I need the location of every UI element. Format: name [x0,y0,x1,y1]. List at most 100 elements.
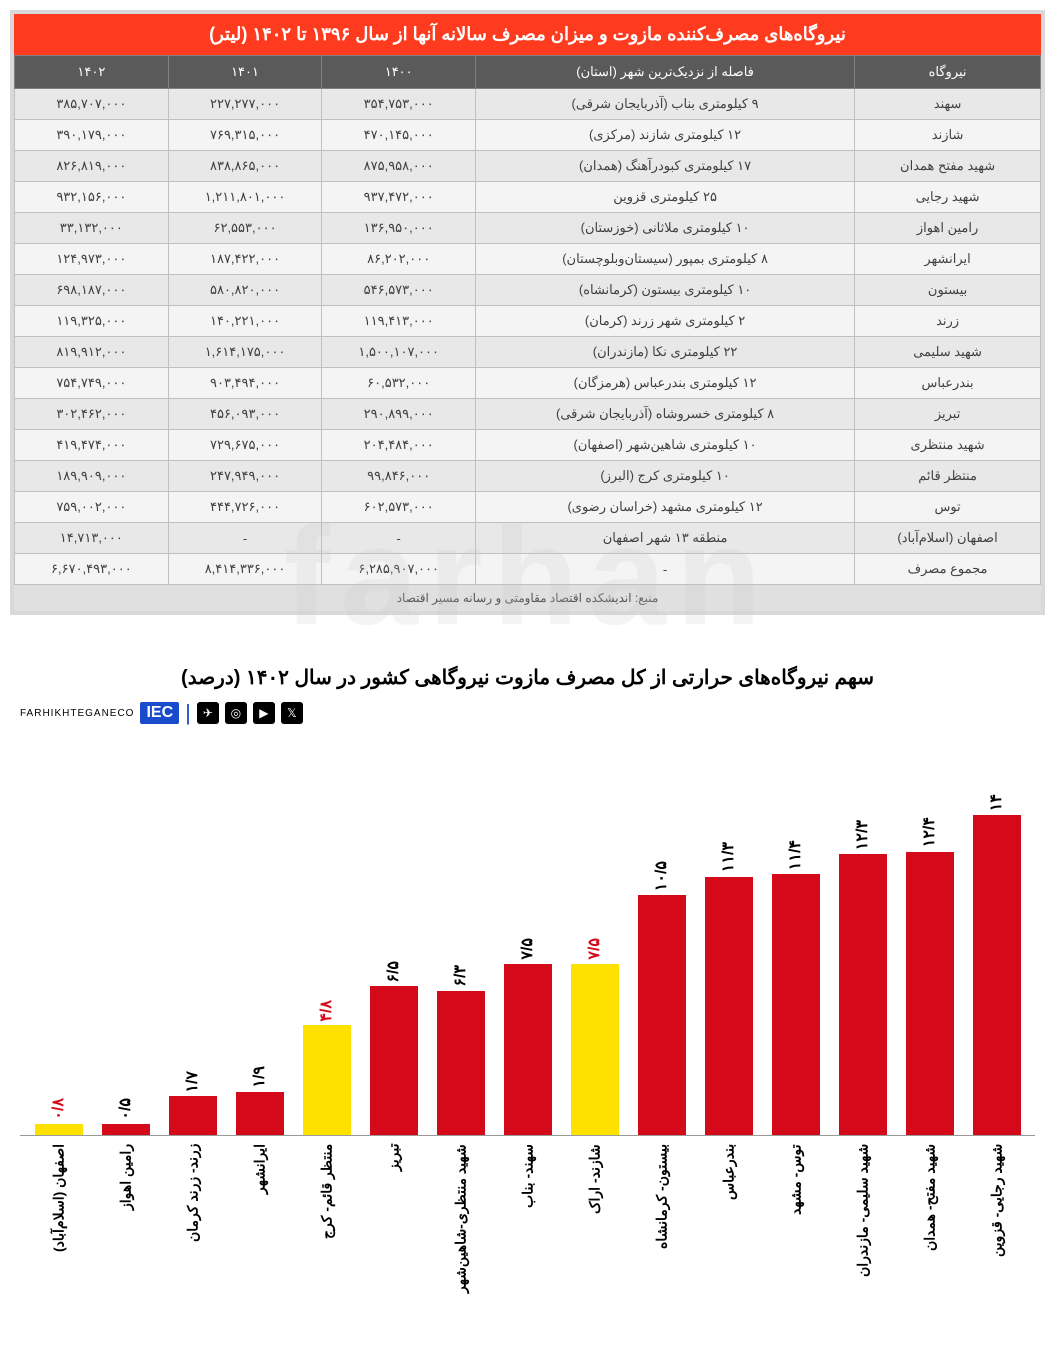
table-cell: بیستون [855,275,1041,306]
bar [772,874,820,1135]
bar-wrapper: ۴/۸ [293,736,360,1135]
table-cell: مجموع مصرف [855,554,1041,585]
chart-title: سهم نیروگاه‌های حرارتی از کل مصرف مازوت … [20,665,1035,690]
table-cell: ۶۲,۵۵۳,۰۰۰ [168,213,322,244]
table-cell: ۲۲۷,۲۷۷,۰۰۰ [168,89,322,120]
table-row: توس۱۲ کیلومتری مشهد (خراسان رضوی)۶۰۲,۵۷۳… [15,492,1041,523]
bar-value: ۱۲/۳ [853,820,872,850]
bar-wrapper: ۶/۵ [360,736,427,1135]
table-cell: شازند [855,120,1041,151]
bar-label: سهند- بناب [494,1144,561,1324]
table-cell: ۵۴۶,۵۷۳,۰۰۰ [322,275,476,306]
table-cell: ۲۰۴,۴۸۴,۰۰۰ [322,430,476,461]
table-cell: ۱۸۷,۴۲۲,۰۰۰ [168,244,322,275]
table-row: شهید رجایی۲۵ کیلومتری قزوین۹۳۷,۴۷۲,۰۰۰۱,… [15,182,1041,213]
bar-wrapper: ۱/۷ [159,736,226,1135]
table-cell: ۱۲۴,۹۷۳,۰۰۰ [15,244,169,275]
bar [839,854,887,1135]
bar-value: ۴/۸ [317,1000,336,1022]
bar-wrapper: ۱۱/۳ [695,736,762,1135]
brand-subtext: FARHIKHTEGANECO [20,708,134,719]
bar-wrapper: ۷/۵ [494,736,561,1135]
table-cell: بندرعباس [855,368,1041,399]
bar-wrapper: ۶/۳ [427,736,494,1135]
table-cell: منطقه ۱۳ شهر اصفهان [476,523,855,554]
table-cell: ۶,۶۷۰,۴۹۳,۰۰۰ [15,554,169,585]
table-cell: اصفهان (اسلام‌آباد) [855,523,1041,554]
table-cell: ۸۷۵,۹۵۸,۰۰۰ [322,151,476,182]
bar-value: ۶/۳ [451,965,470,987]
table-cell: ۳۰۲,۴۶۲,۰۰۰ [15,399,169,430]
table-cell: ۸ کیلومتری بمپور (سیستان‌وبلوچستان) [476,244,855,275]
table-row: سهند۹ کیلومتری بناب (آذربایجان شرقی)۳۵۴,… [15,89,1041,120]
table-cell: ۸,۴۱۴,۳۳۶,۰۰۰ [168,554,322,585]
table-row: رامین اهواز۱۰ کیلومتری ملاثانی (خوزستان)… [15,213,1041,244]
bar [303,1025,351,1135]
table-cell: - [168,523,322,554]
table-cell: ۶۰,۵۳۲,۰۰۰ [322,368,476,399]
bar-wrapper: ۰/۵ [92,736,159,1135]
bar-label: شهید رجایی- قزوین [963,1144,1030,1324]
table-row: منتظر قائم۱۰ کیلومتری کرج (البرز)۹۹,۸۴۶,… [15,461,1041,492]
table-cell: ۷۵۹,۰۰۲,۰۰۰ [15,492,169,523]
bar [370,986,418,1135]
table-cell: ۱۱۹,۳۲۵,۰۰۰ [15,306,169,337]
bar-label: شازند- اراک [561,1144,628,1324]
table-cell: شهید مفتح همدان [855,151,1041,182]
table-cell: رامین اهواز [855,213,1041,244]
table-cell: ۷۲۹,۶۷۵,۰۰۰ [168,430,322,461]
bar-value: ۱۱/۴ [786,840,805,870]
table-cell: ۱۳۶,۹۵۰,۰۰۰ [322,213,476,244]
table-row: شازند۱۲ کیلومتری شازند (مرکزی)۴۷۰,۱۴۵,۰۰… [15,120,1041,151]
table-cell: ۱۲ کیلومتری مشهد (خراسان رضوی) [476,492,855,523]
bar [504,964,552,1135]
table-cell: ۶,۲۸۵,۹۰۷,۰۰۰ [322,554,476,585]
table-cell: ۲ کیلومتری شهر زرند (کرمان) [476,306,855,337]
table-row: زرند۲ کیلومتری شهر زرند (کرمان)۱۱۹,۴۱۳,۰… [15,306,1041,337]
table-cell: تبریز [855,399,1041,430]
bar [169,1096,217,1135]
table-cell: - [322,523,476,554]
table-cell: ۳۵۴,۷۵۳,۰۰۰ [322,89,476,120]
divider: | [185,700,191,726]
table-cell: ۴۴۴,۷۲۶,۰۰۰ [168,492,322,523]
table-cell: ۹ کیلومتری بناب (آذربایجان شرقی) [476,89,855,120]
table-header-cell: ۱۴۰۲ [15,56,169,89]
table-cell: ۱۲ کیلومتری شازند (مرکزی) [476,120,855,151]
bar-wrapper: ۱۰/۵ [628,736,695,1135]
table-cell: ۲۲ کیلومتری نکا (مازندران) [476,337,855,368]
bar-wrapper: ۷/۵ [561,736,628,1135]
table-cell: شهید منتظری [855,430,1041,461]
bar-wrapper: ۱۴ [963,736,1030,1135]
table-header-cell: نیروگاه [855,56,1041,89]
telegram-icon: ✈ [197,702,219,724]
table-cell: ۳۹۰,۱۷۹,۰۰۰ [15,120,169,151]
table-row: اصفهان (اسلام‌آباد)منطقه ۱۳ شهر اصفهان--… [15,523,1041,554]
table-cell: ۱۰ کیلومتری بیستون (کرمانشاه) [476,275,855,306]
bar-wrapper: ۱۲/۴ [896,736,963,1135]
table-cell: ۸۲۶,۸۱۹,۰۰۰ [15,151,169,182]
table-cell: ۹۳۷,۴۷۲,۰۰۰ [322,182,476,213]
table-cell: ۳۳,۱۳۲,۰۰۰ [15,213,169,244]
table-cell: منتظر قائم [855,461,1041,492]
bar-value: ۱۱/۳ [719,842,738,872]
table-cell: ۵۸۰,۸۲۰,۰۰۰ [168,275,322,306]
bar-value: ۷/۵ [518,938,537,960]
table-cell: ۲۴۷,۹۴۹,۰۰۰ [168,461,322,492]
bar-label: توس- مشهد [762,1144,829,1324]
table-row: تبریز۸ کیلومتری خسروشاه (آذربایجان شرقی)… [15,399,1041,430]
bar-label: تبریز [360,1144,427,1324]
table-cell: ۱۱۹,۴۱۳,۰۰۰ [322,306,476,337]
bar-value: ۱/۹ [250,1066,269,1088]
table-cell: ۸ کیلومتری خسروشاه (آذربایجان شرقی) [476,399,855,430]
table-source: منبع: اندیشکده اقتصاد مقاومتی و رسانه مس… [14,585,1041,611]
table-header-cell: ۱۴۰۰ [322,56,476,89]
bar [571,964,619,1135]
table-header-cell: فاصله از نزدیک‌ترین شهر (استان) [476,56,855,89]
table-cell: ۸۳۸,۸۶۵,۰۰۰ [168,151,322,182]
table-row: شهید مفتح همدان۱۷ کیلومتری کبودرآهنگ (هم… [15,151,1041,182]
bar [705,877,753,1135]
table-cell: زرند [855,306,1041,337]
bar-label: زرند- زرند کرمان [159,1144,226,1324]
table-row: بیستون۱۰ کیلومتری بیستون (کرمانشاه)۵۴۶,۵… [15,275,1041,306]
